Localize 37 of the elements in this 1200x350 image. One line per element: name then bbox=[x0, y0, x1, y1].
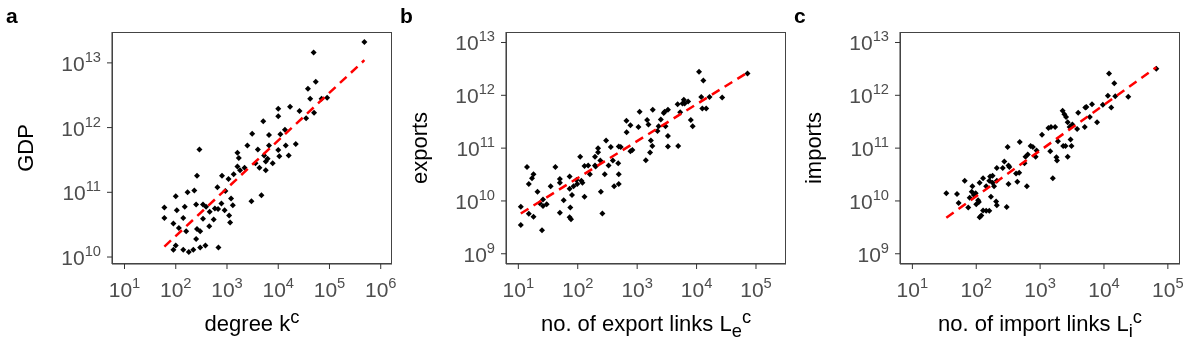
y-tick-label: 10$^{11}$ bbox=[62, 178, 101, 205]
chart-title: a bbox=[6, 4, 18, 28]
x-tick-label: 10$^{3}$ bbox=[621, 275, 653, 301]
x-tick-label: 10$^{5}$ bbox=[740, 275, 772, 301]
chart-title: c bbox=[794, 4, 806, 28]
x-axis-title: degree k$^{c}$ bbox=[203, 306, 301, 338]
x-tick-label: 10$^{1}$ bbox=[896, 275, 929, 301]
x-tick-label: 10$^{4}$ bbox=[1088, 275, 1120, 301]
x-tick-label: 10$^{1}$ bbox=[502, 275, 535, 301]
x-tick-label: 10$^{1}$ bbox=[108, 275, 141, 301]
y-tick-label: 10$^{12}$ bbox=[849, 81, 889, 108]
x-tick-label: 10$^{5}$ bbox=[1152, 275, 1184, 301]
y-tick-label: 10$^{9}$ bbox=[857, 239, 889, 266]
y-tick-label: 10$^{13}$ bbox=[849, 28, 889, 55]
y-axis-title: GDP bbox=[13, 124, 39, 172]
y-axis-title: imports bbox=[801, 111, 827, 185]
y-tick-label: 10$^{10}$ bbox=[455, 186, 495, 213]
x-tick-label: 10$^{5}$ bbox=[313, 275, 346, 301]
y-tick-label: 10$^{13}$ bbox=[61, 48, 101, 75]
y-tick-label: 10$^{10}$ bbox=[849, 186, 889, 213]
y-tick-label: 10$^{10}$ bbox=[61, 243, 101, 270]
chart-title: b bbox=[400, 4, 413, 28]
x-tick-label: 10$^{3}$ bbox=[1024, 275, 1056, 301]
x-tick-label: 10$^{4}$ bbox=[680, 275, 713, 301]
x-tick-label: 10$^{2}$ bbox=[960, 275, 993, 301]
y-tick-label: 10$^{11}$ bbox=[850, 134, 889, 161]
y-tick-label: 10$^{12}$ bbox=[455, 81, 495, 108]
y-tick-label: 10$^{9}$ bbox=[463, 239, 495, 266]
x-tick-label: 10$^{2}$ bbox=[561, 275, 594, 301]
x-tick-label: 10$^{3}$ bbox=[211, 275, 243, 301]
y-tick-label: 10$^{11}$ bbox=[456, 134, 495, 161]
x-tick-label: 10$^{2}$ bbox=[159, 275, 192, 301]
x-tick-label: 10$^{6}$ bbox=[364, 275, 397, 301]
x-tick-label: 10$^{4}$ bbox=[262, 275, 294, 301]
y-tick-label: 10$^{12}$ bbox=[61, 113, 101, 140]
y-axis-title: exports bbox=[407, 111, 433, 185]
y-tick-label: 10$^{13}$ bbox=[455, 28, 495, 55]
